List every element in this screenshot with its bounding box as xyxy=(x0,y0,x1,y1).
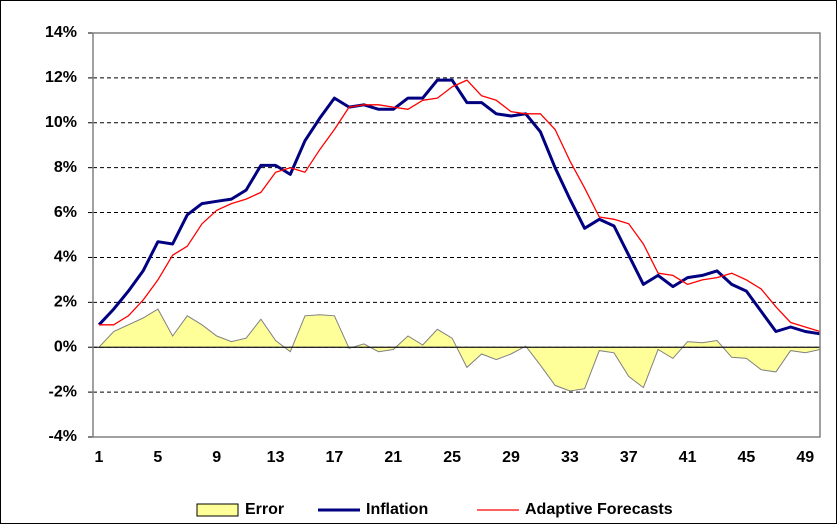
x-tick-label: 17 xyxy=(326,449,344,466)
x-tick-label: 49 xyxy=(796,449,814,466)
x-tick-label: 5 xyxy=(153,449,162,466)
x-tick-label: 25 xyxy=(443,449,461,466)
x-tick-label: 1 xyxy=(95,449,104,466)
x-tick-label: 37 xyxy=(620,449,638,466)
legend-label: Adaptive Forecasts xyxy=(525,501,673,518)
plot-border xyxy=(92,32,821,438)
x-tick-label: 21 xyxy=(384,449,402,466)
x-tick-label: 45 xyxy=(738,449,756,466)
y-tick-label: -4% xyxy=(49,428,77,445)
y-tick-label: 14% xyxy=(45,24,77,41)
y-tick-label: 2% xyxy=(54,294,77,311)
legend-label: Error xyxy=(245,501,284,518)
x-tick-label: 33 xyxy=(561,449,579,466)
error-area xyxy=(98,308,821,392)
plot-area xyxy=(93,33,820,437)
x-tick-label: 13 xyxy=(267,449,285,466)
series-line xyxy=(99,79,821,333)
x-tick-label: 41 xyxy=(679,449,697,466)
x-tick-label: 29 xyxy=(502,449,520,466)
x-tick-label: 9 xyxy=(212,449,221,466)
legend-swatch xyxy=(196,503,239,517)
y-tick-label: 12% xyxy=(45,69,77,86)
legend-label: Inflation xyxy=(366,501,428,518)
y-tick-label: 8% xyxy=(54,159,77,176)
y-tick-label: 6% xyxy=(54,204,77,221)
y-tick-label: -2% xyxy=(49,383,77,400)
y-tick-label: 0% xyxy=(54,338,77,355)
series-line xyxy=(97,78,821,336)
y-tick-label: 10% xyxy=(45,114,77,131)
y-tick-label: 4% xyxy=(54,249,77,266)
